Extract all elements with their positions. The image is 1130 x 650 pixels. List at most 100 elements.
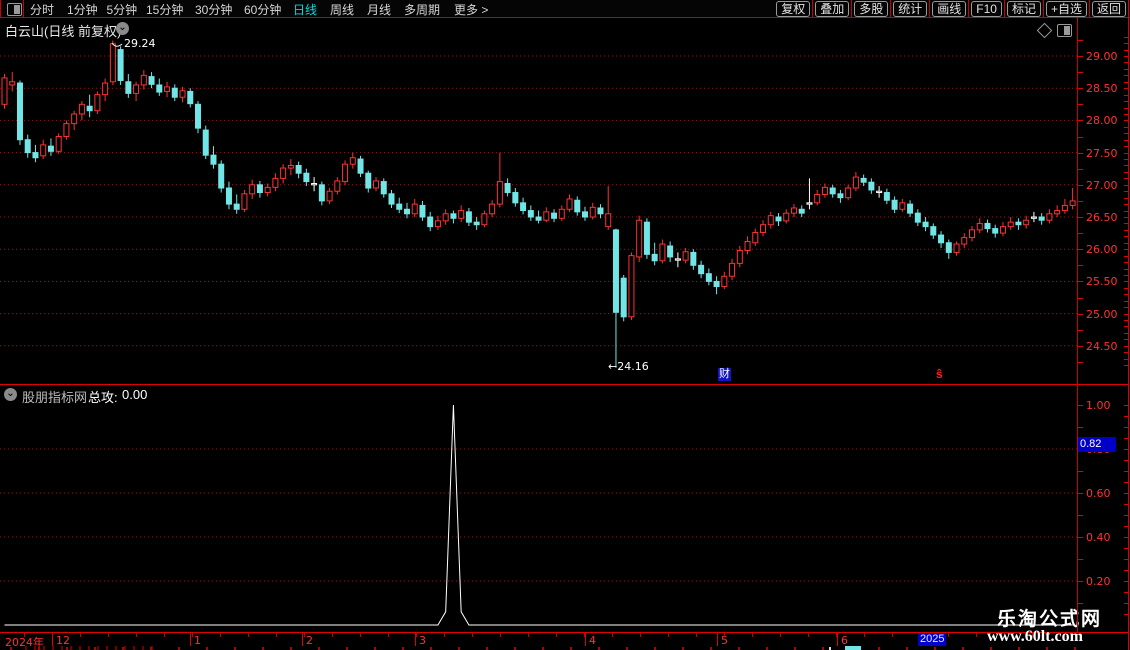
price-minor-tick: [1124, 217, 1128, 218]
action-button-F10[interactable]: F10: [971, 1, 1002, 17]
minor-time-tick: [528, 633, 529, 637]
period-tab-60分钟[interactable]: 60分钟: [244, 3, 282, 17]
axis-cursor-value: 0.82: [1078, 437, 1116, 452]
price-minor-tick: [1124, 262, 1128, 264]
watermark-site-name: 乐淘公式网: [997, 609, 1103, 630]
clipped-bottom-text: [25, 646, 155, 650]
indicator-name[interactable]: 总攻:: [88, 390, 118, 405]
indicator-source[interactable]: 股朋指标网: [22, 390, 88, 405]
action-button-统计[interactable]: 统计: [893, 1, 928, 17]
indicator-tick: [1078, 537, 1083, 538]
period-tab-月线[interactable]: 月线: [367, 3, 392, 17]
indicator-minor-tick: [1124, 515, 1128, 516]
price-minor-tick: [1124, 94, 1128, 96]
action-button-返回[interactable]: 返回: [1091, 1, 1126, 17]
clipped-tick: [262, 647, 264, 650]
news-badge[interactable]: 财: [718, 368, 731, 381]
dividend-marker[interactable]: ŝ: [936, 367, 943, 381]
minor-time-tick: [164, 633, 165, 637]
action-button-多股[interactable]: 多股: [854, 1, 889, 17]
minor-time-tick: [780, 633, 781, 637]
action-button-标记[interactable]: 标记: [1006, 1, 1041, 17]
chart-collapse-icon[interactable]: ⌄: [116, 22, 129, 35]
period-tab-30分钟[interactable]: 30分钟: [195, 3, 233, 17]
price-minor-tick: [1124, 274, 1128, 276]
indicator-tick: [1078, 515, 1083, 516]
indicator-tick: [1078, 603, 1083, 604]
price-minor-tick: [1124, 49, 1128, 51]
period-tab-周线[interactable]: 周线: [330, 3, 355, 17]
price-tick: [1078, 265, 1083, 267]
price-label: 24.50: [1086, 339, 1118, 353]
month-tick: [717, 632, 718, 646]
price-tick: [1078, 136, 1083, 138]
month-label-6[interactable]: 6: [841, 634, 848, 647]
price-minor-tick: [1124, 159, 1128, 161]
watermark-url: www.60lt.com: [987, 628, 1083, 645]
panel-divider[interactable]: [0, 384, 1128, 385]
candlestick-chart[interactable]: [0, 18, 1078, 384]
period-tab-1分钟[interactable]: 1分钟: [67, 3, 98, 17]
indicator-chart[interactable]: [0, 385, 1078, 632]
month-label-12[interactable]: 12: [56, 634, 70, 647]
price-tick: [1078, 345, 1083, 347]
indicator-minor-tick: [1124, 526, 1128, 527]
window-split-icon[interactable]: [1057, 24, 1072, 37]
price-tick: [1078, 120, 1083, 122]
price-minor-tick: [1124, 294, 1128, 296]
toolbar-divider: [1003, 0, 1005, 18]
indicator-minor-tick: [1124, 603, 1128, 604]
period-tab-15分钟[interactable]: 15分钟: [146, 3, 184, 17]
price-minor-tick: [1124, 126, 1128, 128]
period-tab-更多 >[interactable]: 更多 >: [454, 3, 489, 17]
indicator-tick: [1078, 427, 1083, 428]
minor-time-tick: [836, 633, 837, 637]
price-tick: [1078, 152, 1083, 154]
month-label-4[interactable]: 4: [589, 634, 596, 647]
action-button-画线[interactable]: 画线: [932, 1, 967, 17]
period-tab-5分钟[interactable]: 5分钟: [106, 3, 138, 17]
clipped-tick: [234, 647, 236, 650]
minor-time-tick: [500, 633, 501, 637]
action-button-+自选[interactable]: +自选: [1045, 1, 1087, 17]
price-minor-tick: [1124, 365, 1128, 367]
high-price-annotation: 29.24: [124, 37, 156, 50]
price-minor-tick: [1124, 229, 1128, 231]
top-toolbar: 分时 1分钟 5分钟 15分钟 30分钟 60分钟 日线 周线 月线 多周期 更多 > 复权 叠加 多股…: [0, 0, 1130, 18]
minor-time-tick: [556, 633, 557, 637]
price-tick: [1078, 233, 1083, 235]
period-tab-分时[interactable]: 分时: [30, 3, 55, 17]
minor-time-tick: [416, 633, 417, 637]
period-tab-日线[interactable]: 日线: [293, 3, 318, 17]
indicator-minor-tick: [1124, 548, 1128, 549]
price-minor-tick: [1124, 101, 1128, 103]
panel-toggle-icon[interactable]: [7, 3, 22, 16]
action-button-复权[interactable]: 复权: [776, 1, 811, 17]
month-label-5[interactable]: 5: [721, 634, 728, 647]
indicator-axis-label: 1.00: [1086, 399, 1111, 412]
minor-time-tick: [472, 633, 473, 637]
indicator-tick: [1078, 405, 1083, 406]
clipped-tick: [206, 647, 208, 650]
month-label-1[interactable]: 1: [194, 634, 201, 647]
minor-time-tick: [332, 633, 333, 637]
clipped-tick: [122, 647, 124, 650]
indicator-minor-tick: [1124, 493, 1128, 494]
indicator-collapse-icon[interactable]: ⌄: [4, 388, 17, 401]
month-tick: [52, 632, 53, 646]
minor-time-tick: [1060, 633, 1061, 637]
period-tab-多周期[interactable]: 多周期: [404, 3, 441, 17]
minor-time-tick: [304, 633, 305, 637]
price-minor-tick: [1124, 287, 1128, 289]
clipped-tick: [38, 647, 40, 650]
month-label-2[interactable]: 2: [306, 634, 313, 647]
month-label-3[interactable]: 3: [419, 634, 426, 647]
action-button-叠加[interactable]: 叠加: [815, 1, 850, 17]
toolbar-left-border: [0, 0, 1, 18]
price-minor-tick: [1124, 223, 1128, 225]
month-tick: [585, 632, 586, 646]
minor-time-tick: [640, 633, 641, 637]
price-minor-tick: [1124, 107, 1128, 109]
price-minor-tick: [1124, 113, 1128, 115]
clipped-tick: [402, 647, 404, 650]
